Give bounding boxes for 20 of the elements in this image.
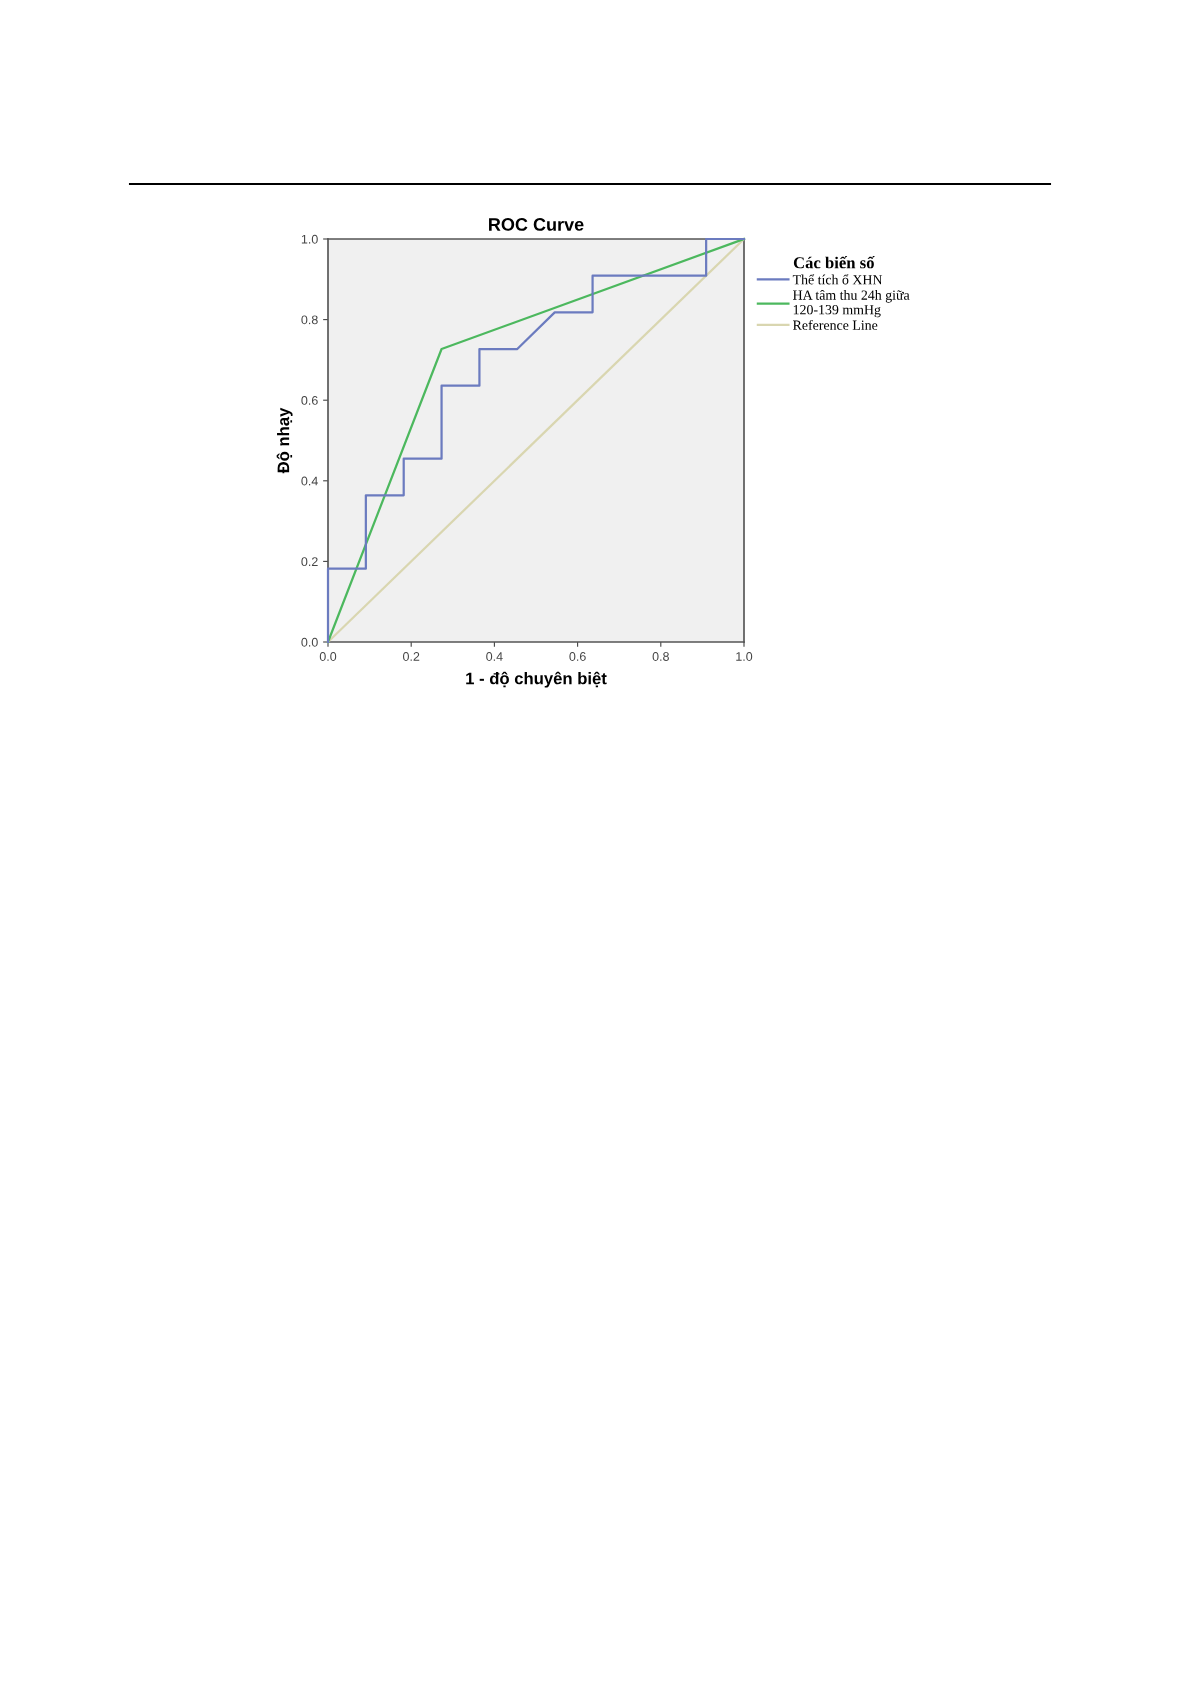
y-tick-label: 0.4 [301, 476, 318, 486]
legend-label: Reference Line [793, 319, 878, 330]
x-tick-label: 0.6 [569, 652, 586, 661]
x-tick-label: 1.0 [736, 652, 753, 661]
chart-title: ROC Curve [489, 218, 584, 231]
legend-label: HA tâm thu 24h giữa 120-139 mmHg [793, 290, 910, 318]
y-tick-label: 1.0 [301, 234, 318, 244]
x-axis-title: 1 - độ chuyên biệt [466, 671, 607, 688]
y-tick-label: 0.0 [301, 637, 318, 647]
y-tick-label: 0.8 [301, 315, 318, 325]
x-tick-label: 0.4 [486, 652, 503, 661]
legend-label: Thể tích ổ XHN [792, 274, 883, 285]
x-tick-label: 0.0 [319, 652, 337, 661]
y-tick-label: 0.2 [301, 557, 318, 567]
x-tick-label: 0.8 [652, 652, 669, 661]
legend-title: Các biến số [793, 256, 875, 269]
x-tick-label: 0.2 [403, 652, 420, 661]
y-tick-label: 0.6 [301, 396, 318, 405]
line-series [326, 237, 746, 644]
y-axis-title: Độ nhạy [276, 407, 293, 474]
